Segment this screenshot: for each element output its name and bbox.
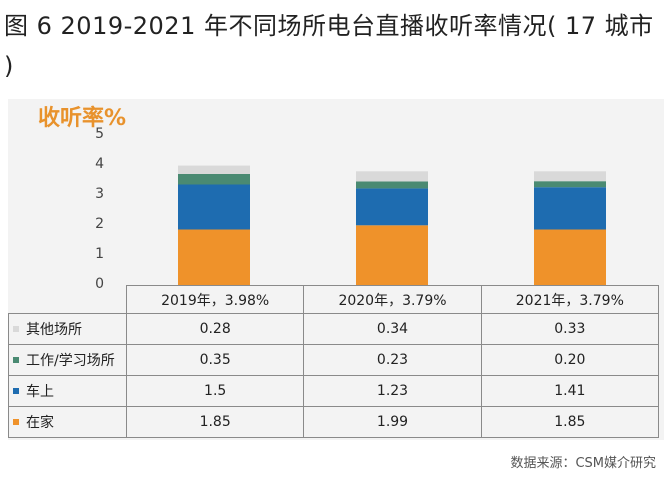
y-tick-label: 2 bbox=[95, 216, 104, 232]
data-value: 1.99 bbox=[303, 406, 482, 438]
data-value: 0.28 bbox=[125, 313, 305, 345]
bar-segment bbox=[178, 174, 250, 185]
data-value: 0.20 bbox=[480, 344, 660, 376]
series-name: 车上 bbox=[26, 384, 54, 400]
table-row: 其他场所 0.28 0.34 0.33 bbox=[8, 313, 660, 345]
legend-swatch bbox=[13, 357, 19, 363]
series-name: 其他场所 bbox=[26, 322, 82, 338]
legend-entry: 车上 bbox=[8, 375, 127, 407]
legend-swatch bbox=[13, 326, 19, 332]
series-name: 在家 bbox=[26, 415, 54, 431]
bar-segment bbox=[534, 229, 606, 285]
table-row: 工作/学习场所 0.35 0.23 0.20 bbox=[8, 344, 660, 376]
table-corner bbox=[8, 285, 127, 314]
y-tick-label: 0 bbox=[95, 276, 104, 292]
bar-segment bbox=[178, 165, 250, 174]
data-value: 1.85 bbox=[125, 406, 305, 438]
data-value: 1.85 bbox=[480, 406, 660, 438]
legend-entry: 其他场所 bbox=[8, 313, 127, 345]
legend-entry: 在家 bbox=[8, 406, 127, 438]
y-tick-label: 1 bbox=[95, 246, 104, 262]
bar-segment bbox=[356, 181, 428, 189]
legend-swatch bbox=[13, 388, 19, 394]
category-label: 2019年，3.98% bbox=[125, 285, 305, 314]
table-row: 在家 1.85 1.99 1.85 bbox=[8, 406, 660, 438]
bar-segment bbox=[178, 229, 250, 285]
bar-segment bbox=[356, 188, 428, 226]
bar-segment bbox=[356, 171, 428, 182]
data-value: 1.5 bbox=[125, 375, 305, 407]
data-source: 数据来源：CSM媒介研究 bbox=[510, 456, 656, 471]
data-value: 0.23 bbox=[303, 344, 482, 376]
legend-entry: 工作/学习场所 bbox=[8, 344, 127, 376]
series-name: 工作/学习场所 bbox=[26, 353, 115, 369]
y-tick-label: 5 bbox=[95, 126, 104, 142]
data-value: 0.35 bbox=[125, 344, 305, 376]
bar-segment bbox=[534, 187, 606, 230]
bar-segment bbox=[534, 171, 606, 182]
data-value: 0.33 bbox=[480, 313, 660, 345]
y-tick-label: 4 bbox=[95, 156, 104, 172]
y-axis-label: 收听率% bbox=[38, 106, 127, 131]
bar-segment bbox=[356, 225, 428, 285]
chart-title: 图 6 2019-2021 年不同场所电台直播收听率情况( 17 城市 ) bbox=[4, 12, 654, 80]
data-value: 0.34 bbox=[303, 313, 482, 345]
table-header-row: 2019年，3.98% 2020年，3.79% 2021年，3.79% bbox=[8, 285, 660, 314]
category-label: 2021年，3.79% bbox=[480, 285, 660, 314]
legend-swatch bbox=[13, 419, 19, 425]
table-row: 车上 1.5 1.23 1.41 bbox=[8, 375, 660, 407]
data-value: 1.41 bbox=[480, 375, 660, 407]
data-value: 1.23 bbox=[303, 375, 482, 407]
bar-segment bbox=[178, 184, 250, 230]
category-label: 2020年，3.79% bbox=[303, 285, 482, 314]
bar-segment bbox=[534, 181, 606, 188]
data-table: 2019年，3.98% 2020年，3.79% 2021年，3.79% 其他场所… bbox=[8, 285, 660, 438]
y-tick-label: 3 bbox=[95, 186, 104, 202]
